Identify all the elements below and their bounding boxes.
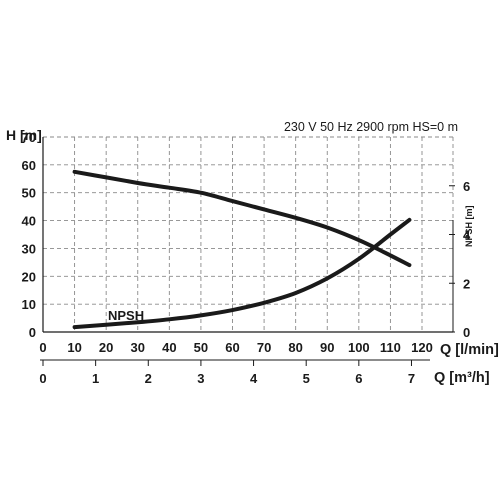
- x-secondary-tick-label: 5: [303, 371, 310, 386]
- x-secondary-tick-label: 1: [92, 371, 99, 386]
- x-secondary-tick-label: 3: [197, 371, 204, 386]
- x-primary-tick-label: 20: [99, 340, 113, 355]
- head-curve: [72, 169, 412, 268]
- x-primary-tick-label: 70: [257, 340, 271, 355]
- y-right-tick-label: 2: [463, 276, 470, 291]
- x-primary-tick-label: 60: [225, 340, 239, 355]
- x-primary-tick-label: 10: [67, 340, 81, 355]
- x-primary-tick-label: 50: [194, 340, 208, 355]
- x-secondary-tick-label: 0: [39, 371, 46, 386]
- y-left-axis-label: H [m]: [6, 127, 42, 143]
- y-left-tick-label: 30: [22, 241, 36, 256]
- x-secondary-tick-label: 2: [145, 371, 152, 386]
- y-right-tick-label: 6: [463, 179, 470, 194]
- y-left-tick-label: 60: [22, 158, 36, 173]
- x-primary-tick-label: 40: [162, 340, 176, 355]
- y-right-tick-label: 4: [463, 228, 471, 243]
- x-primary-tick-label: 120: [411, 340, 433, 355]
- x-primary-tick-label: 0: [39, 340, 46, 355]
- y-left-tick-label: 10: [22, 297, 36, 312]
- npsh-curve: [72, 217, 412, 330]
- x-secondary-tick-label: 4: [250, 371, 258, 386]
- x-secondary-axis-label: Q [m³/h]: [434, 370, 490, 386]
- axes: 0 10 20 30 40 50 60 70 80 90 100 110 120010203040506…: [22, 130, 471, 386]
- y-left-tick-label: 0: [29, 325, 36, 340]
- series-lines: [72, 169, 412, 330]
- y-left-tick-label: 50: [22, 186, 36, 201]
- x-primary-axis-label: Q [l/min]: [440, 342, 499, 358]
- x-primary-tick-label: 90: [320, 340, 334, 355]
- x-secondary-tick-label: 7: [408, 371, 415, 386]
- y-left-tick-label: 70: [22, 130, 36, 145]
- conditions-label: 230 V 50 Hz 2900 rpm HS=0 m: [284, 120, 458, 134]
- y-right-tick-label: 0: [463, 325, 470, 340]
- y-left-tick-label: 20: [22, 269, 36, 284]
- x-primary-tick-label: 100: [348, 340, 370, 355]
- x-secondary-tick-label: 6: [355, 371, 362, 386]
- y-left-tick-label: 40: [22, 214, 36, 229]
- x-primary-tick-label: 80: [288, 340, 302, 355]
- x-primary-tick-label: 30: [131, 340, 145, 355]
- x-primary-tick-label: 110: [380, 340, 401, 355]
- npsh-series-label: NPSH: [108, 308, 144, 323]
- y-right-axis-label: NPSH [m]: [464, 205, 474, 247]
